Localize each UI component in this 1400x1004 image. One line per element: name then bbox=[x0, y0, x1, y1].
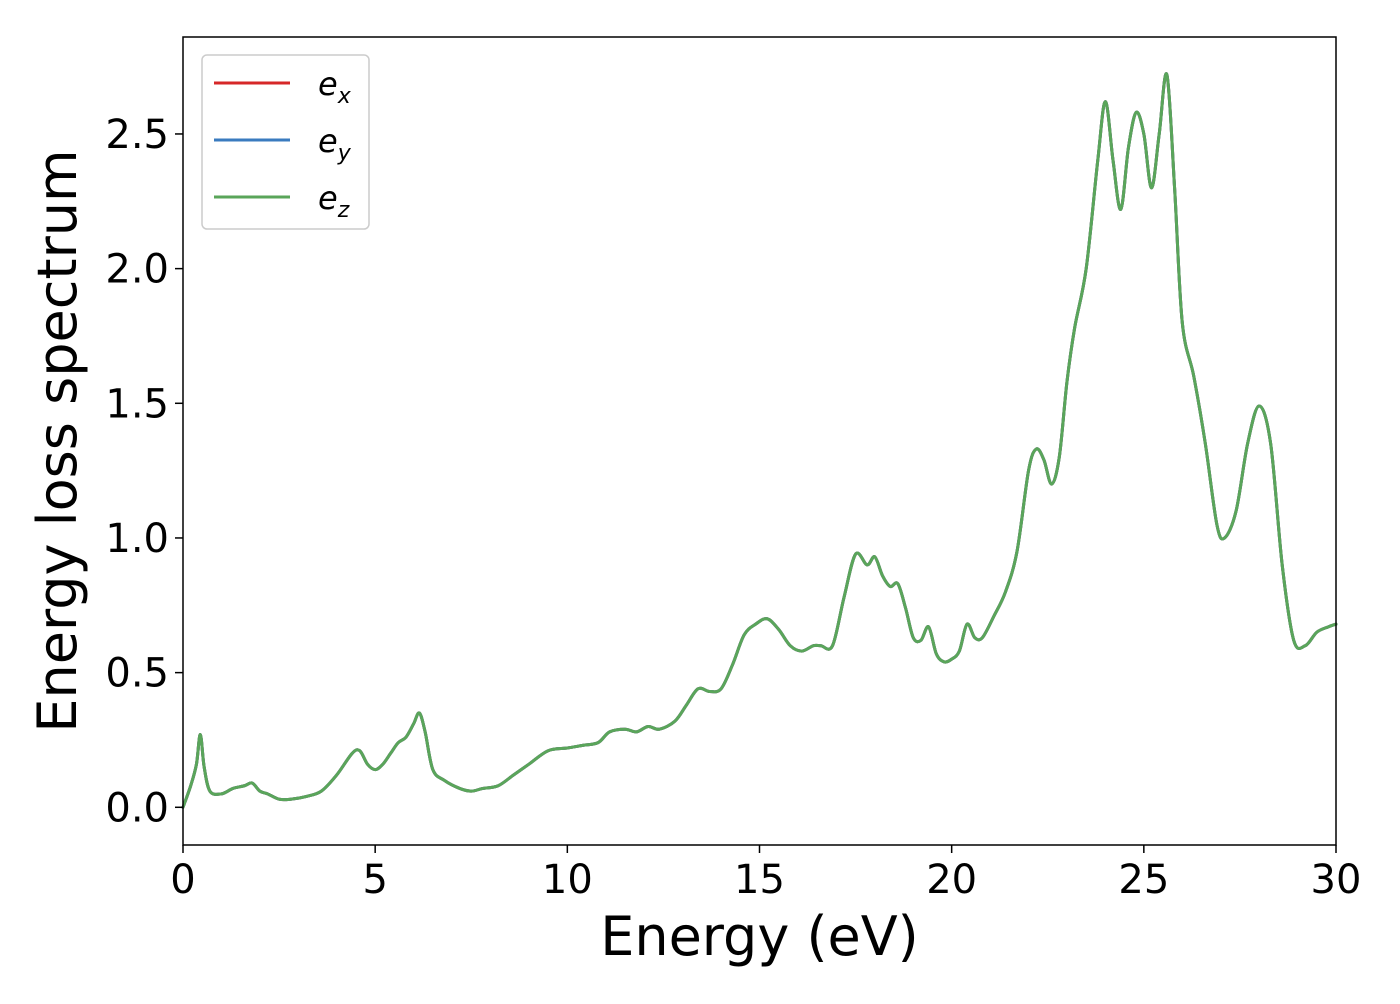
x-tick-label: 0 bbox=[170, 857, 195, 903]
x-tick-label: 20 bbox=[926, 857, 977, 903]
x-tick-label: 25 bbox=[1118, 857, 1169, 903]
series-layer bbox=[181, 72, 1338, 809]
y-tick-label: 0.5 bbox=[105, 651, 169, 697]
y-axis-label: Energy loss spectrum bbox=[26, 149, 89, 732]
y-tick-label: 1.0 bbox=[105, 516, 169, 562]
plot-area bbox=[183, 37, 1336, 845]
series-line-e-z bbox=[181, 72, 1338, 809]
legend-label-subscript: z bbox=[337, 198, 350, 223]
legend-label-base: e bbox=[318, 179, 338, 217]
legend-label-base: e bbox=[318, 122, 338, 160]
legend-label-e-y: ey bbox=[318, 122, 352, 166]
legend-label-base: e bbox=[318, 65, 338, 103]
legend-label-subscript: y bbox=[337, 141, 352, 166]
x-tick-label: 10 bbox=[542, 857, 593, 903]
x-tick-label: 15 bbox=[734, 857, 785, 903]
y-tick-label: 2.5 bbox=[105, 112, 169, 158]
legend-frame bbox=[201, 54, 370, 230]
legend-label-e-x: ex bbox=[318, 65, 352, 109]
y-tick-label: 1.5 bbox=[105, 381, 169, 427]
legend-label-e-z: ez bbox=[318, 179, 350, 223]
y-tick-label: 0.0 bbox=[105, 785, 169, 831]
legend-label-subscript: x bbox=[337, 84, 352, 109]
x-tick-label: 30 bbox=[1311, 857, 1362, 903]
x-tick-label: 5 bbox=[362, 857, 387, 903]
tick-layer: 0 5 10 15 20 25 30 0.0 0.5 1.0 1.5 2.0 2.5 bbox=[105, 112, 1361, 903]
plot-frame bbox=[182, 36, 1337, 846]
y-tick-label: 2.0 bbox=[105, 247, 169, 293]
x-axis-label: Energy (eV) bbox=[600, 905, 919, 968]
